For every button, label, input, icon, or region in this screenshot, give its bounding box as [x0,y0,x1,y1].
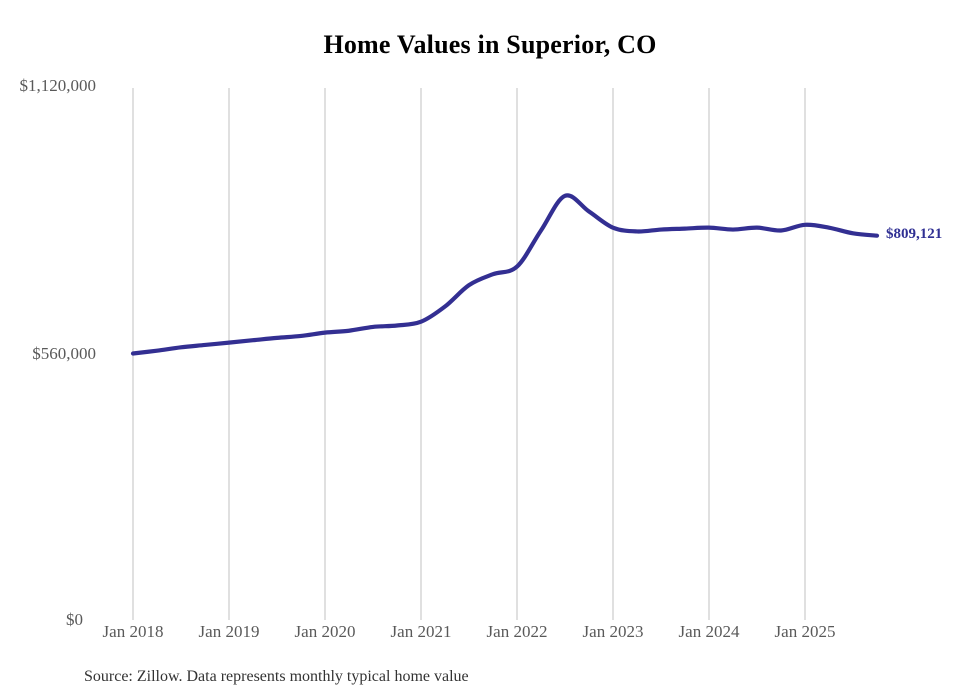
series-line-typical-home-value [130,193,880,356]
end-value-annotation: $809,121 [886,225,943,242]
chart-title: Home Values in Superior, CO [323,30,657,59]
gridlines-group [132,88,806,620]
x-axis-tick-jan-2025: Jan 2025 [774,622,836,641]
x-axis-tick-jan-2022: Jan 2022 [486,622,548,641]
x-axis-tick-jan-2021: Jan 2021 [390,622,452,641]
x-axis-tick-jan-2023: Jan 2023 [582,622,644,641]
source-note: Source: Zillow. Data represents monthly … [84,668,469,685]
x-axis-tick-jan-2020: Jan 2020 [294,622,356,641]
x-axis-tick-jan-2018: Jan 2018 [102,622,164,641]
x-axis-tick-jan-2024: Jan 2024 [678,622,740,641]
y-axis-label-zero: $0 [66,610,83,629]
y-axis-label-mid: $560,000 [32,344,96,363]
x-axis-tick-jan-2019: Jan 2019 [198,622,260,641]
y-axis-label-top: $1,120,000 [19,76,97,95]
